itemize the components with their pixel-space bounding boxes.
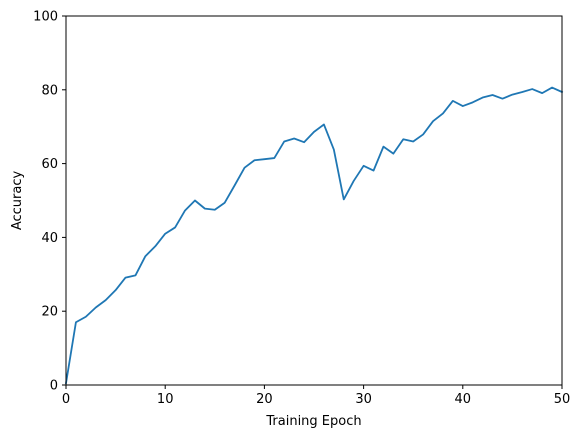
x-tick-label: 40	[455, 392, 472, 407]
axis-ticks: 0 10 20 30 40 50 0 20 40 60 80 100	[33, 10, 570, 408]
y-tick-label: 0	[50, 379, 58, 394]
accuracy-series-line	[64, 86, 564, 385]
x-tick-label: 30	[355, 392, 372, 407]
y-tick-label: 20	[41, 305, 58, 320]
x-tick-label: 50	[554, 392, 571, 407]
y-tick-label: 80	[41, 83, 58, 98]
y-tick-label: 40	[41, 231, 58, 246]
y-tick-label: 100	[33, 10, 58, 25]
y-tick-label: 60	[41, 157, 58, 172]
x-tick-label: 0	[62, 392, 70, 407]
y-axis-label: Accuracy	[10, 171, 25, 231]
series-layer	[64, 86, 564, 385]
plot-area-frame	[65, 15, 563, 386]
x-axis-label: Training Epoch	[265, 414, 361, 429]
x-tick-label: 20	[256, 392, 273, 407]
x-tick-label: 10	[157, 392, 174, 407]
